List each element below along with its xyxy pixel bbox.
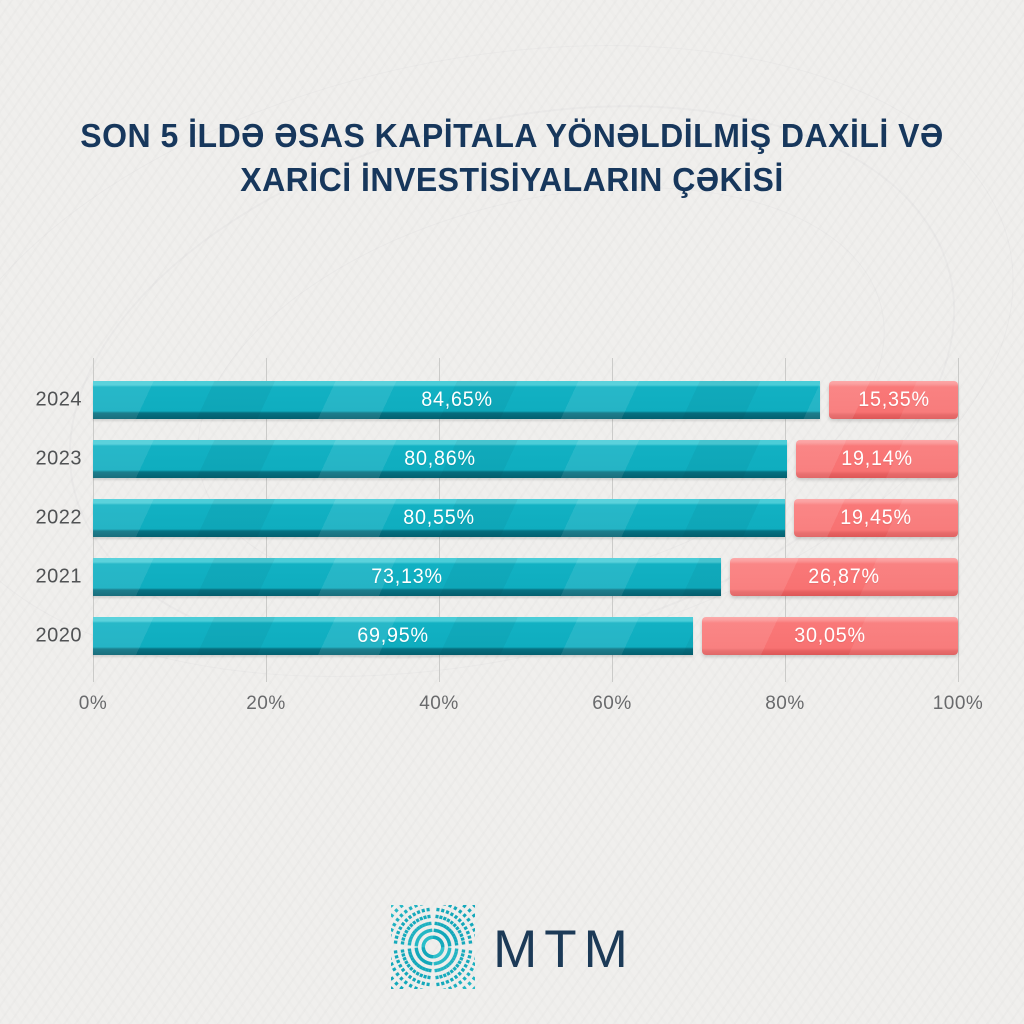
domestic-value-label: 84,65%: [420, 388, 493, 411]
x-axis-label: 80%: [765, 693, 805, 714]
gridline: [784, 358, 786, 682]
domestic-bar-segment: 84,65%: [93, 381, 821, 419]
foreign-value-label: 19,45%: [840, 506, 912, 529]
bar-row-2024: 2024 84,65% 15,35%: [36, 381, 958, 419]
year-label: 2024: [35, 388, 82, 411]
x-axis: 0% 20% 40% 60% 80% 100%: [79, 693, 983, 717]
page-title-line1: SON 5 İLDƏ ƏSAS KAPİTALA YÖNƏLDİLMİŞ DAX…: [80, 117, 944, 155]
foreign-bar-segment: 19,45%: [793, 499, 958, 537]
page-title: SON 5 İLDƏ ƏSAS KAPİTALA YÖNƏLDİLMİŞ DAX…: [15, 114, 1008, 201]
page-title-line2: XARİCİ İNVESTİSİYALARIN ÇƏKİSİ: [240, 160, 784, 198]
foreign-value-label: 26,87%: [808, 565, 880, 588]
domestic-value-label: 80,86%: [404, 447, 476, 470]
x-axis-label: 0%: [78, 693, 108, 714]
domestic-bar-segment: 80,55%: [93, 499, 785, 537]
domestic-bar-segment: 73,13%: [93, 558, 721, 596]
x-axis-label: 20%: [246, 693, 286, 714]
plot-area: 2024 84,65% 15,35% 2023 80,86% 19,14% 2022 80,5…: [36, 358, 959, 682]
x-axis-label: 40%: [419, 693, 459, 714]
foreign-bar-segment: 15,35%: [829, 381, 958, 419]
foreign-value-label: 19,14%: [841, 447, 913, 470]
bar-row-2022: 2022 80,55% 19,45%: [36, 499, 958, 537]
domestic-value-label: 73,13%: [371, 565, 443, 588]
foreign-bar-segment: 26,87%: [729, 558, 958, 596]
bar-row-2021: 2021 73,13% 26,87%: [36, 558, 958, 596]
domestic-bar-segment: 69,95%: [93, 617, 694, 655]
domestic-value-label: 80,55%: [403, 506, 475, 529]
domestic-bar-segment: 80,86%: [93, 440, 788, 478]
x-axis-label: 60%: [592, 693, 632, 714]
logo: MTM: [0, 903, 1024, 991]
burst-dashes-icon: [391, 905, 476, 989]
bar-row-2023: 2023 80,86% 19,14%: [36, 440, 958, 478]
year-label: 2020: [35, 624, 82, 647]
gridline: [957, 358, 959, 682]
foreign-bar-segment: 30,05%: [702, 617, 958, 655]
year-label: 2021: [35, 565, 82, 588]
foreign-value-label: 30,05%: [794, 624, 866, 647]
year-label: 2022: [35, 506, 82, 529]
logo-text: MTM: [493, 919, 635, 979]
year-label: 2023: [35, 447, 82, 470]
foreign-value-label: 15,35%: [857, 388, 930, 411]
foreign-bar-segment: 19,14%: [796, 440, 958, 478]
bar-row-2020: 2020 69,95% 30,05%: [36, 617, 958, 655]
domestic-value-label: 69,95%: [357, 624, 429, 647]
x-axis-label: 100%: [932, 693, 984, 714]
